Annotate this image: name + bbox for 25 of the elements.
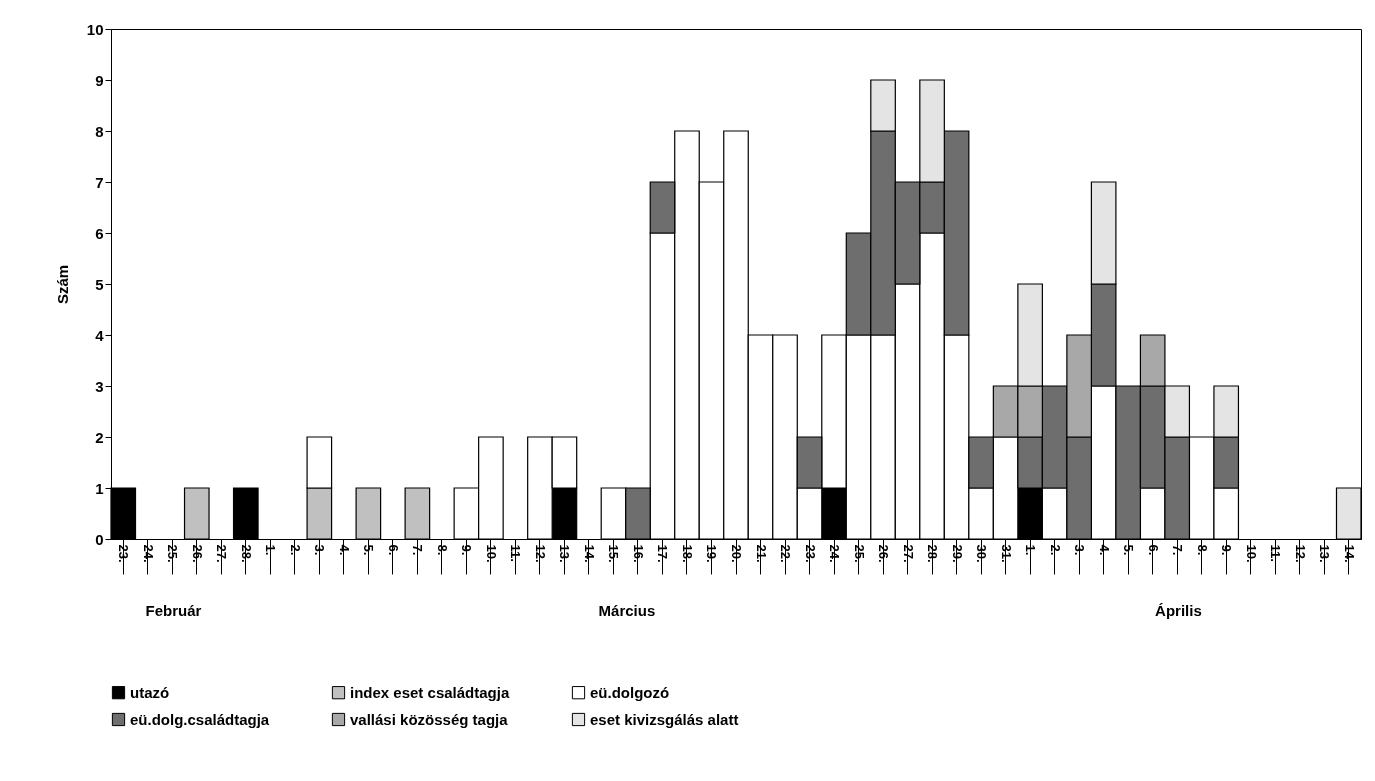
legend-label: eü.dolgozó bbox=[590, 683, 670, 701]
x-tick-label: 7. bbox=[410, 544, 426, 556]
x-tick-label: 1. bbox=[263, 544, 279, 556]
text: Február bbox=[145, 602, 202, 619]
legend-label: vallási közösség tagja bbox=[350, 710, 509, 728]
y-tick-label: 8 bbox=[95, 122, 104, 140]
legend-label: eü.dolg.családtagja bbox=[130, 710, 270, 728]
y-tick-label: 5 bbox=[95, 275, 104, 293]
y-tick-label: 9 bbox=[95, 71, 104, 89]
x-tick-label: 1. bbox=[1023, 544, 1039, 556]
x-tick-label: 7. bbox=[1170, 544, 1186, 556]
y-tick-label: 1 bbox=[95, 479, 104, 497]
legend-label: index eset családtagja bbox=[350, 683, 510, 701]
y-tick-label: 4 bbox=[95, 326, 105, 344]
y-axis-title: Szám bbox=[53, 264, 71, 305]
y-tick-label: 3 bbox=[95, 377, 104, 395]
legend-label: eset kivizsgálás alatt bbox=[590, 710, 739, 728]
y-tick-label: 10 bbox=[86, 20, 104, 38]
y-tick-label: 2 bbox=[95, 428, 104, 446]
y-tick-label: 6 bbox=[95, 224, 104, 242]
legend-label: utazó bbox=[130, 683, 170, 701]
text: Március bbox=[598, 602, 656, 619]
text: Április bbox=[1155, 602, 1202, 619]
y-tick-label: 0 bbox=[95, 530, 104, 548]
y-tick-label: 7 bbox=[95, 173, 104, 191]
